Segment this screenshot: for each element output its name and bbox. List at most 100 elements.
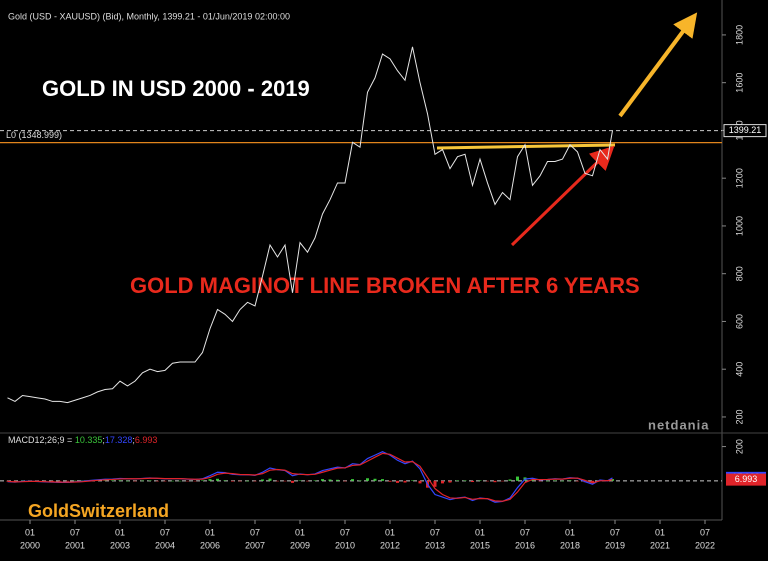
y-tick-label: 1000 xyxy=(734,216,744,236)
histogram-bar xyxy=(313,480,317,481)
histogram-bar xyxy=(358,480,362,481)
x-tick-label: 01 xyxy=(475,527,485,537)
macd-header-part: ; xyxy=(102,435,105,445)
x-tick-label: 2021 xyxy=(650,540,670,550)
histogram-bar xyxy=(328,479,332,481)
histogram-bar xyxy=(456,480,459,481)
histogram-bar xyxy=(516,476,519,481)
histogram-bar xyxy=(538,480,542,482)
histogram-bar xyxy=(283,480,287,482)
x-tick-label: 2013 xyxy=(425,540,445,550)
x-tick-label: 01 xyxy=(25,527,35,537)
histogram-bar xyxy=(306,480,309,482)
arrow xyxy=(618,12,698,118)
histogram-bar xyxy=(403,480,407,483)
x-tick-label: 2006 xyxy=(200,540,220,550)
histogram-bar xyxy=(103,480,107,481)
histogram-bar xyxy=(201,480,204,481)
x-tick-label: 01 xyxy=(385,527,395,537)
histogram-bar xyxy=(508,479,512,481)
last-value-box xyxy=(726,473,766,486)
histogram-bar xyxy=(576,480,579,482)
histogram-bar xyxy=(351,479,354,481)
last-value-label: 6.993 xyxy=(735,474,758,484)
x-tick-label: 07 xyxy=(430,527,440,537)
x-tick-label: 01 xyxy=(295,527,305,537)
histogram-bar xyxy=(471,480,474,483)
histogram-bar xyxy=(411,480,414,481)
chart-title: Gold (USD - XAUUSD) (Bid), Monthly, 1399… xyxy=(8,11,290,21)
histogram-bar xyxy=(493,480,497,483)
histogram-bar xyxy=(43,480,47,482)
histogram-bar xyxy=(141,480,144,482)
x-tick-label: 2012 xyxy=(380,540,400,550)
histogram-bar xyxy=(133,480,137,482)
histogram-bar xyxy=(486,480,489,482)
histogram-bar xyxy=(51,480,54,482)
x-tick-label: 01 xyxy=(115,527,125,537)
histogram-bar xyxy=(448,480,452,483)
histogram-bar xyxy=(148,480,152,481)
x-tick-label: 07 xyxy=(250,527,260,537)
histogram-bar xyxy=(111,480,114,481)
level-label: L0 (1348.999) xyxy=(6,130,62,140)
histogram-bar xyxy=(441,480,444,484)
x-tick-label: 2004 xyxy=(155,540,175,550)
histogram-bar xyxy=(463,480,467,481)
y-tick-label: 600 xyxy=(734,314,744,329)
histogram-bar xyxy=(553,480,557,481)
last-price-label: 1399.21 xyxy=(729,125,762,135)
x-tick-label: 07 xyxy=(160,527,170,537)
x-tick-label: 07 xyxy=(700,527,710,537)
histogram-bar xyxy=(193,480,197,482)
x-tick-label: 07 xyxy=(520,527,530,537)
histogram-bar xyxy=(433,480,437,487)
histogram-bar xyxy=(163,480,167,482)
histogram-bar xyxy=(223,480,227,481)
histogram-bar xyxy=(178,480,182,482)
last-price-box xyxy=(723,124,767,138)
histogram-bar xyxy=(21,480,24,481)
y-tick-label: 1200 xyxy=(734,168,744,188)
x-tick-label: 2022 xyxy=(695,540,715,550)
x-tick-label: 01 xyxy=(655,527,665,537)
x-tick-label: 07 xyxy=(610,527,620,537)
histogram-bar xyxy=(298,480,302,481)
histogram-bar xyxy=(66,480,69,482)
histogram-bar xyxy=(568,480,572,481)
histogram-bar xyxy=(531,479,534,481)
y-tick-label: 200 xyxy=(734,409,744,424)
price-line xyxy=(7,46,613,404)
histogram-bar xyxy=(186,480,189,482)
histogram-bar xyxy=(231,480,234,482)
histogram-bar xyxy=(246,480,249,482)
x-tick-label: 2001 xyxy=(65,540,85,550)
logo: netdania xyxy=(648,417,709,432)
histogram-bar xyxy=(336,479,339,481)
y-tick-label: 800 xyxy=(734,266,744,281)
histogram-bar xyxy=(216,478,219,481)
histogram-bar xyxy=(381,479,384,481)
histogram-bar xyxy=(321,479,324,481)
x-tick-label: 2010 xyxy=(335,540,355,550)
histogram-bar xyxy=(343,480,347,482)
histogram-bar xyxy=(171,480,174,482)
histogram-bar xyxy=(156,480,159,482)
histogram-bar xyxy=(546,480,549,482)
histogram-bar xyxy=(73,480,77,482)
histogram-bar xyxy=(6,480,9,482)
y-tick-label: 200 xyxy=(734,439,744,454)
x-tick-label: 01 xyxy=(205,527,215,537)
histogram-bar xyxy=(366,478,369,481)
histogram-bar xyxy=(501,480,504,482)
x-tick-label: 2000 xyxy=(20,540,40,550)
histogram-bar xyxy=(13,480,17,482)
histogram-bar xyxy=(118,480,122,481)
x-tick-label: 07 xyxy=(340,527,350,537)
histogram-bar xyxy=(238,480,242,482)
histogram-bar xyxy=(276,480,279,482)
histogram-bar xyxy=(208,479,212,481)
y-tick-label: 1800 xyxy=(734,25,744,45)
histogram-bar xyxy=(591,480,594,483)
